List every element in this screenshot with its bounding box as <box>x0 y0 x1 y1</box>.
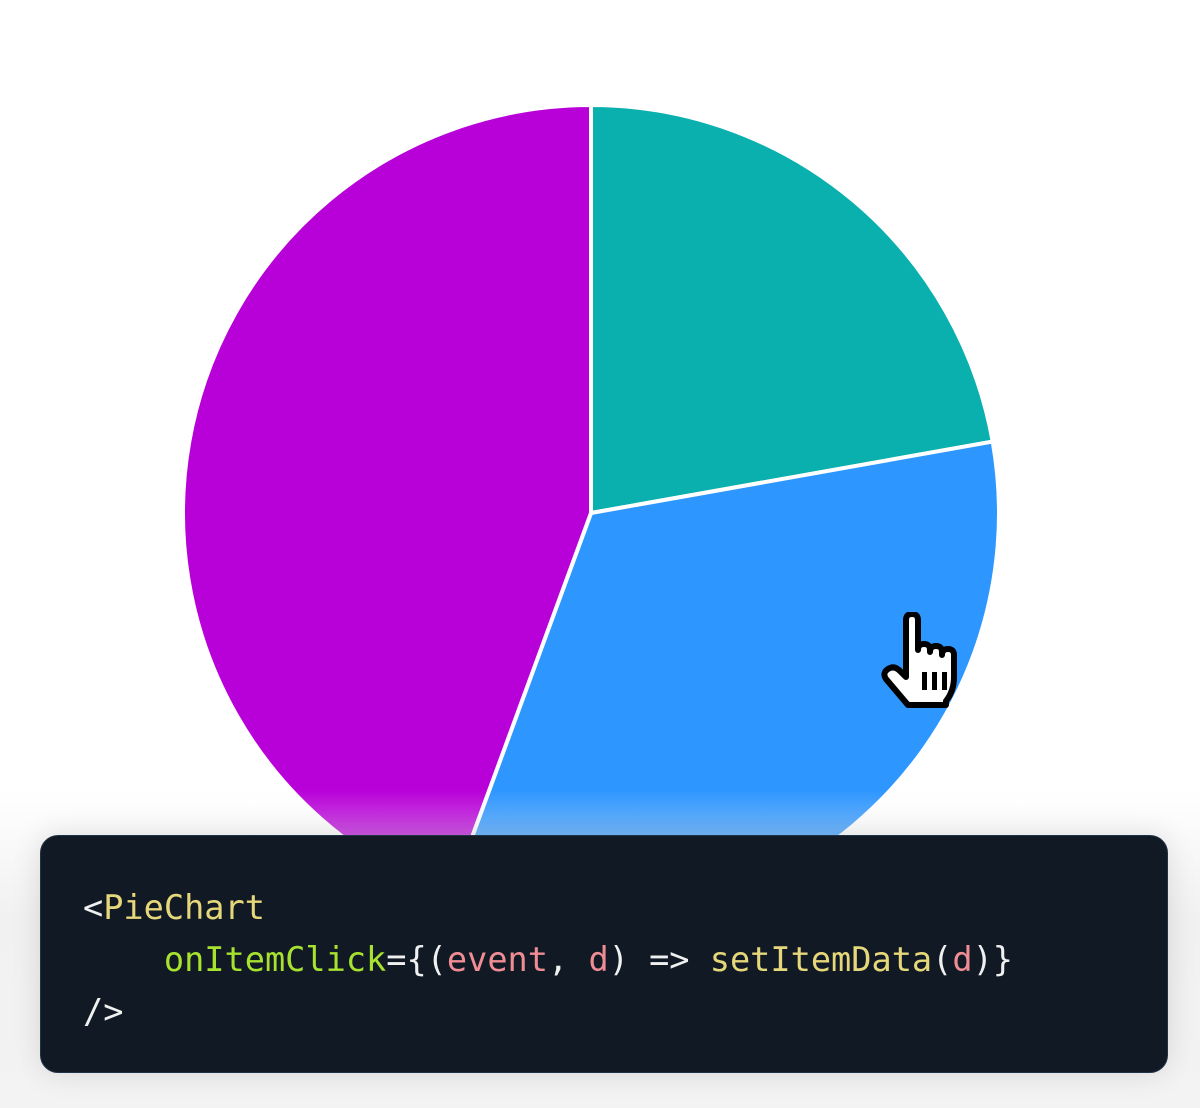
code-function: setItemData <box>709 940 933 979</box>
code-line-1: <PieChart <box>83 882 1167 934</box>
pie-slice-1[interactable] <box>589 102 996 516</box>
code-token: ={( <box>386 940 447 979</box>
code-token: ( <box>932 940 953 979</box>
code-line-3: /> <box>83 986 1167 1038</box>
code-component-name: PieChart <box>103 888 265 927</box>
code-token: )} <box>972 940 1013 979</box>
code-param: d <box>588 940 609 979</box>
code-token: /> <box>83 992 124 1031</box>
code-line-2: onItemClick={(event, d) => setItemData(d… <box>83 934 1167 986</box>
code-snippet: <PieChart onItemClick={(event, d) => set… <box>40 835 1168 1073</box>
code-token: < <box>83 888 104 927</box>
code-prop-name: onItemClick <box>163 940 387 979</box>
code-token: ) => <box>608 940 710 979</box>
code-token: , <box>548 940 589 979</box>
code-param: d <box>952 940 973 979</box>
code-param: event <box>446 940 548 979</box>
pointer-hand-icon <box>881 612 957 708</box>
